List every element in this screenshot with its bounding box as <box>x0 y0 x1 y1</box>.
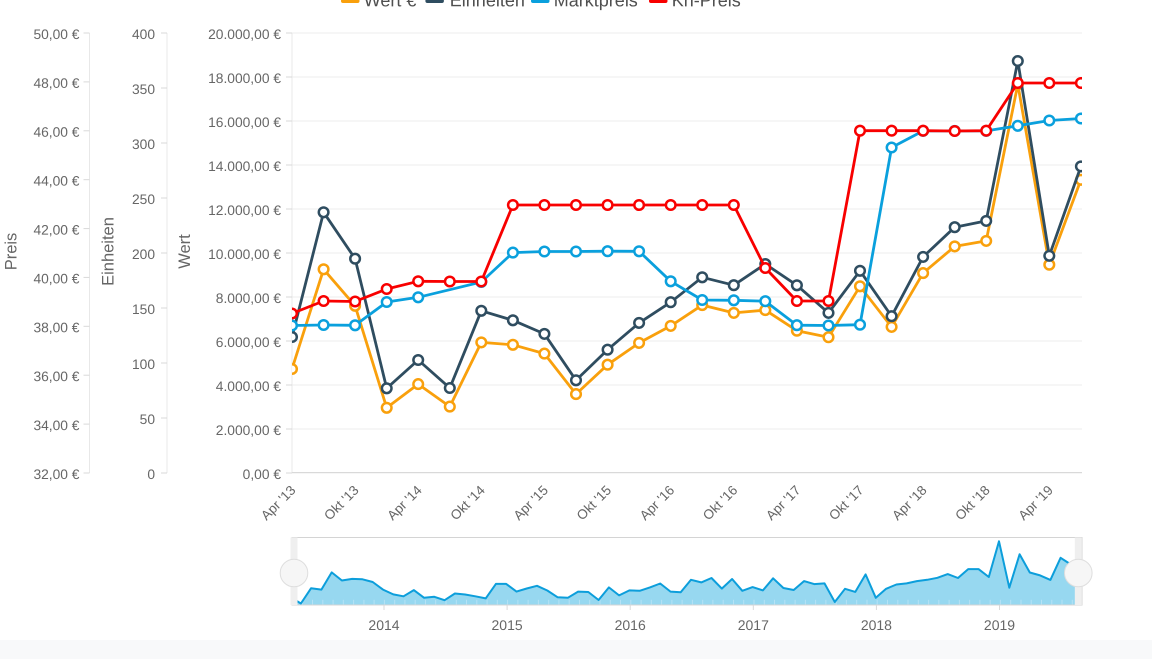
svg-text:16.000,00 €: 16.000,00 € <box>208 115 281 130</box>
svg-text:2014: 2014 <box>368 617 399 633</box>
svg-text:50: 50 <box>140 412 156 427</box>
svg-text:Einheiten: Einheiten <box>450 0 525 10</box>
svg-text:32,00 €: 32,00 € <box>33 467 79 482</box>
svg-text:42,00 €: 42,00 € <box>33 223 79 238</box>
svg-text:14.000,00 €: 14.000,00 € <box>208 159 281 174</box>
svg-text:44,00 €: 44,00 € <box>33 174 79 189</box>
svg-text:250: 250 <box>132 192 155 207</box>
svg-text:10.000,00 €: 10.000,00 € <box>208 247 281 262</box>
svg-text:6.000,00 €: 6.000,00 € <box>216 335 282 350</box>
svg-text:Preis: Preis <box>3 233 21 271</box>
svg-text:48,00 €: 48,00 € <box>33 76 79 91</box>
svg-text:18.000,00 €: 18.000,00 € <box>208 71 281 86</box>
svg-text:2017: 2017 <box>738 617 769 633</box>
svg-text:34,00 €: 34,00 € <box>33 418 79 433</box>
svg-text:2018: 2018 <box>861 617 892 633</box>
svg-text:400: 400 <box>132 27 155 42</box>
svg-text:0,00 €: 0,00 € <box>243 467 282 482</box>
svg-text:20.000,00 €: 20.000,00 € <box>208 27 281 42</box>
svg-text:200: 200 <box>132 247 155 262</box>
svg-text:Einheiten: Einheiten <box>100 217 118 286</box>
svg-text:Wert €: Wert € <box>364 0 417 10</box>
svg-text:36,00 €: 36,00 € <box>33 369 79 384</box>
svg-text:2015: 2015 <box>492 617 523 633</box>
svg-text:Kh-Preis: Kh-Preis <box>672 0 741 10</box>
svg-text:4.000,00 €: 4.000,00 € <box>216 379 282 394</box>
svg-text:350: 350 <box>132 82 155 97</box>
svg-text:2.000,00 €: 2.000,00 € <box>216 423 282 438</box>
svg-text:Wert: Wert <box>176 234 194 269</box>
svg-text:150: 150 <box>132 302 155 317</box>
svg-text:300: 300 <box>132 137 155 152</box>
svg-text:0: 0 <box>147 467 155 482</box>
svg-text:2019: 2019 <box>984 617 1015 633</box>
svg-text:40,00 €: 40,00 € <box>33 271 79 286</box>
svg-text:38,00 €: 38,00 € <box>33 320 79 335</box>
svg-text:12.000,00 €: 12.000,00 € <box>208 203 281 218</box>
svg-text:100: 100 <box>132 357 155 372</box>
svg-text:50,00 €: 50,00 € <box>33 27 79 42</box>
svg-text:2016: 2016 <box>615 617 646 633</box>
svg-text:46,00 €: 46,00 € <box>33 125 79 140</box>
svg-text:8.000,00 €: 8.000,00 € <box>216 291 282 306</box>
svg-text:Marktpreis: Marktpreis <box>554 0 638 10</box>
